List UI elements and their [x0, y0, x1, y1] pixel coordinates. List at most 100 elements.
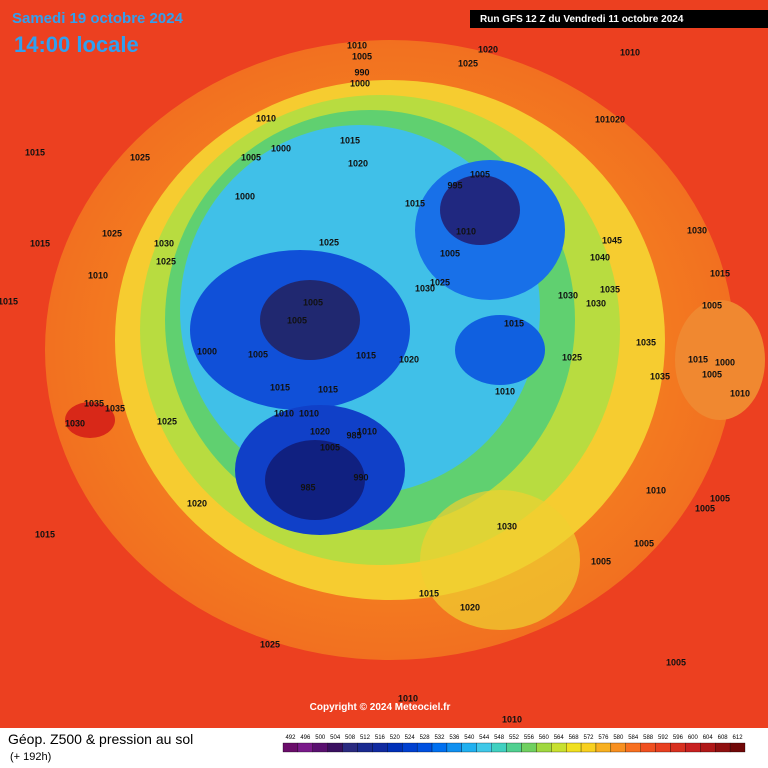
legend-swatch: [476, 742, 492, 753]
isobar-label: 1020: [348, 158, 368, 168]
run-box: [470, 10, 768, 28]
legend-label: 584: [628, 735, 639, 741]
isobar-label: 1005: [591, 556, 611, 566]
isobar-label: 1035: [84, 398, 104, 408]
legend-swatch: [506, 742, 522, 753]
legend-swatch: [595, 742, 612, 753]
legend-swatch: [446, 742, 462, 753]
isobar-label: 1005: [241, 152, 261, 162]
isobar-label: 1020: [399, 354, 419, 364]
isobar-label: 1005: [320, 442, 340, 452]
isobar-label: 1015: [35, 529, 55, 539]
isobar-label: 1015: [688, 354, 708, 364]
isobar-label: 101020: [595, 114, 625, 124]
isobar-label: 1025: [130, 152, 150, 162]
legend-label: 544: [479, 735, 490, 741]
isobar-label: 1015: [710, 268, 730, 278]
footer-title: Géop. Z500 & pression au sol: [8, 731, 193, 747]
legend-label: 516: [375, 735, 386, 741]
isobar-label: 1025: [260, 639, 280, 649]
legend-swatch: [610, 742, 626, 753]
isobar-label: 1035: [636, 337, 656, 347]
legend-swatch: [580, 742, 597, 753]
isobar-label: 1005: [303, 297, 323, 307]
legend-swatch: [551, 742, 567, 753]
isobar-label: 1015: [340, 135, 360, 145]
legend-swatch: [729, 742, 746, 753]
isobar-label: 1010: [495, 386, 515, 396]
legend-swatch: [372, 742, 388, 753]
legend-swatch: [461, 742, 477, 753]
legend-swatch: [387, 742, 403, 753]
legend-label: 592: [658, 735, 669, 741]
legend-label: 568: [569, 735, 580, 741]
isobar-label: 1000: [271, 143, 291, 153]
legend-swatch: [521, 742, 537, 753]
isobar-label: 990: [353, 472, 368, 482]
isobar-label: 1005: [287, 315, 307, 325]
legend-swatch: [715, 742, 731, 753]
legend-swatch: [640, 742, 656, 753]
isobar-label: 1015: [419, 588, 439, 598]
isobar-label: 990: [354, 67, 369, 77]
legend-swatch: [670, 742, 686, 753]
legend-label: 532: [434, 735, 445, 741]
isobar-label: 1005: [248, 349, 268, 359]
isobar-label: 1010: [274, 408, 294, 418]
isobar-label: 1010: [256, 113, 276, 123]
legend-label: 540: [464, 735, 475, 741]
legend-label: 604: [703, 735, 714, 741]
isobar-label: 1025: [319, 237, 339, 247]
legend-label: 564: [554, 735, 565, 741]
legend-swatch: [416, 742, 433, 753]
legend-swatch: [327, 742, 343, 753]
isobar-label: 1030: [154, 238, 174, 248]
isobar-label: 1030: [558, 290, 578, 300]
isobar-label: 985: [300, 482, 315, 492]
isobar-label: 1000: [197, 346, 217, 356]
footer-lead: (+ 192h): [10, 751, 51, 763]
isobar-label: 1010: [620, 47, 640, 57]
legend-swatch: [312, 742, 328, 753]
legend-swatch: [297, 742, 313, 753]
legend-label: 504: [330, 735, 341, 741]
legend-label: 520: [390, 735, 401, 741]
legend-swatch: [536, 742, 552, 753]
isobar-label: 1000: [235, 191, 255, 201]
isobar-label: 1010: [646, 485, 666, 495]
isobar-label: 1025: [156, 256, 176, 266]
isobar-label: 1035: [105, 403, 125, 413]
isobar-label: 1010: [502, 714, 522, 724]
isobar-label: 985: [346, 430, 361, 440]
legend-label: 560: [539, 735, 550, 741]
isobar-label: 1025: [430, 277, 450, 287]
isobar-label: 1005: [634, 538, 654, 548]
legend-swatch: [431, 742, 448, 753]
isobar-label: 1010: [347, 40, 367, 50]
isobar-label: 1000: [715, 357, 735, 367]
isobar-label: 1035: [600, 284, 620, 294]
run: Run GFS 12 Z du Vendredi 11 octobre 2024: [480, 14, 684, 25]
legend-swatch: [491, 742, 507, 753]
legend-label: 572: [584, 735, 595, 741]
isobar-label: 1010: [299, 408, 319, 418]
legend-label: 596: [673, 735, 684, 741]
legend-swatch: [625, 742, 641, 753]
isobar-label: 1045: [602, 235, 622, 245]
isobar-label: 1005: [440, 248, 460, 258]
isobar-labels: 1010 1005 990 1000 1020 1025 1010 1010 1015 10102…: [0, 40, 750, 724]
isobar-label: 1010: [456, 226, 476, 236]
isobar-label: 1015: [405, 198, 425, 208]
legend-label: 556: [524, 735, 535, 741]
legend-label: 548: [494, 735, 505, 741]
isobar-label: 995: [447, 180, 462, 190]
legend-label: 576: [598, 735, 609, 741]
isobar-label: 1040: [590, 252, 610, 262]
isobar-label: 1025: [458, 58, 478, 68]
legend-label: 600: [688, 735, 699, 741]
isobar-label: 1010: [357, 426, 377, 436]
map: [0, 0, 768, 728]
isobar-label: 1030: [586, 298, 606, 308]
isobar-label: 1015: [318, 384, 338, 394]
